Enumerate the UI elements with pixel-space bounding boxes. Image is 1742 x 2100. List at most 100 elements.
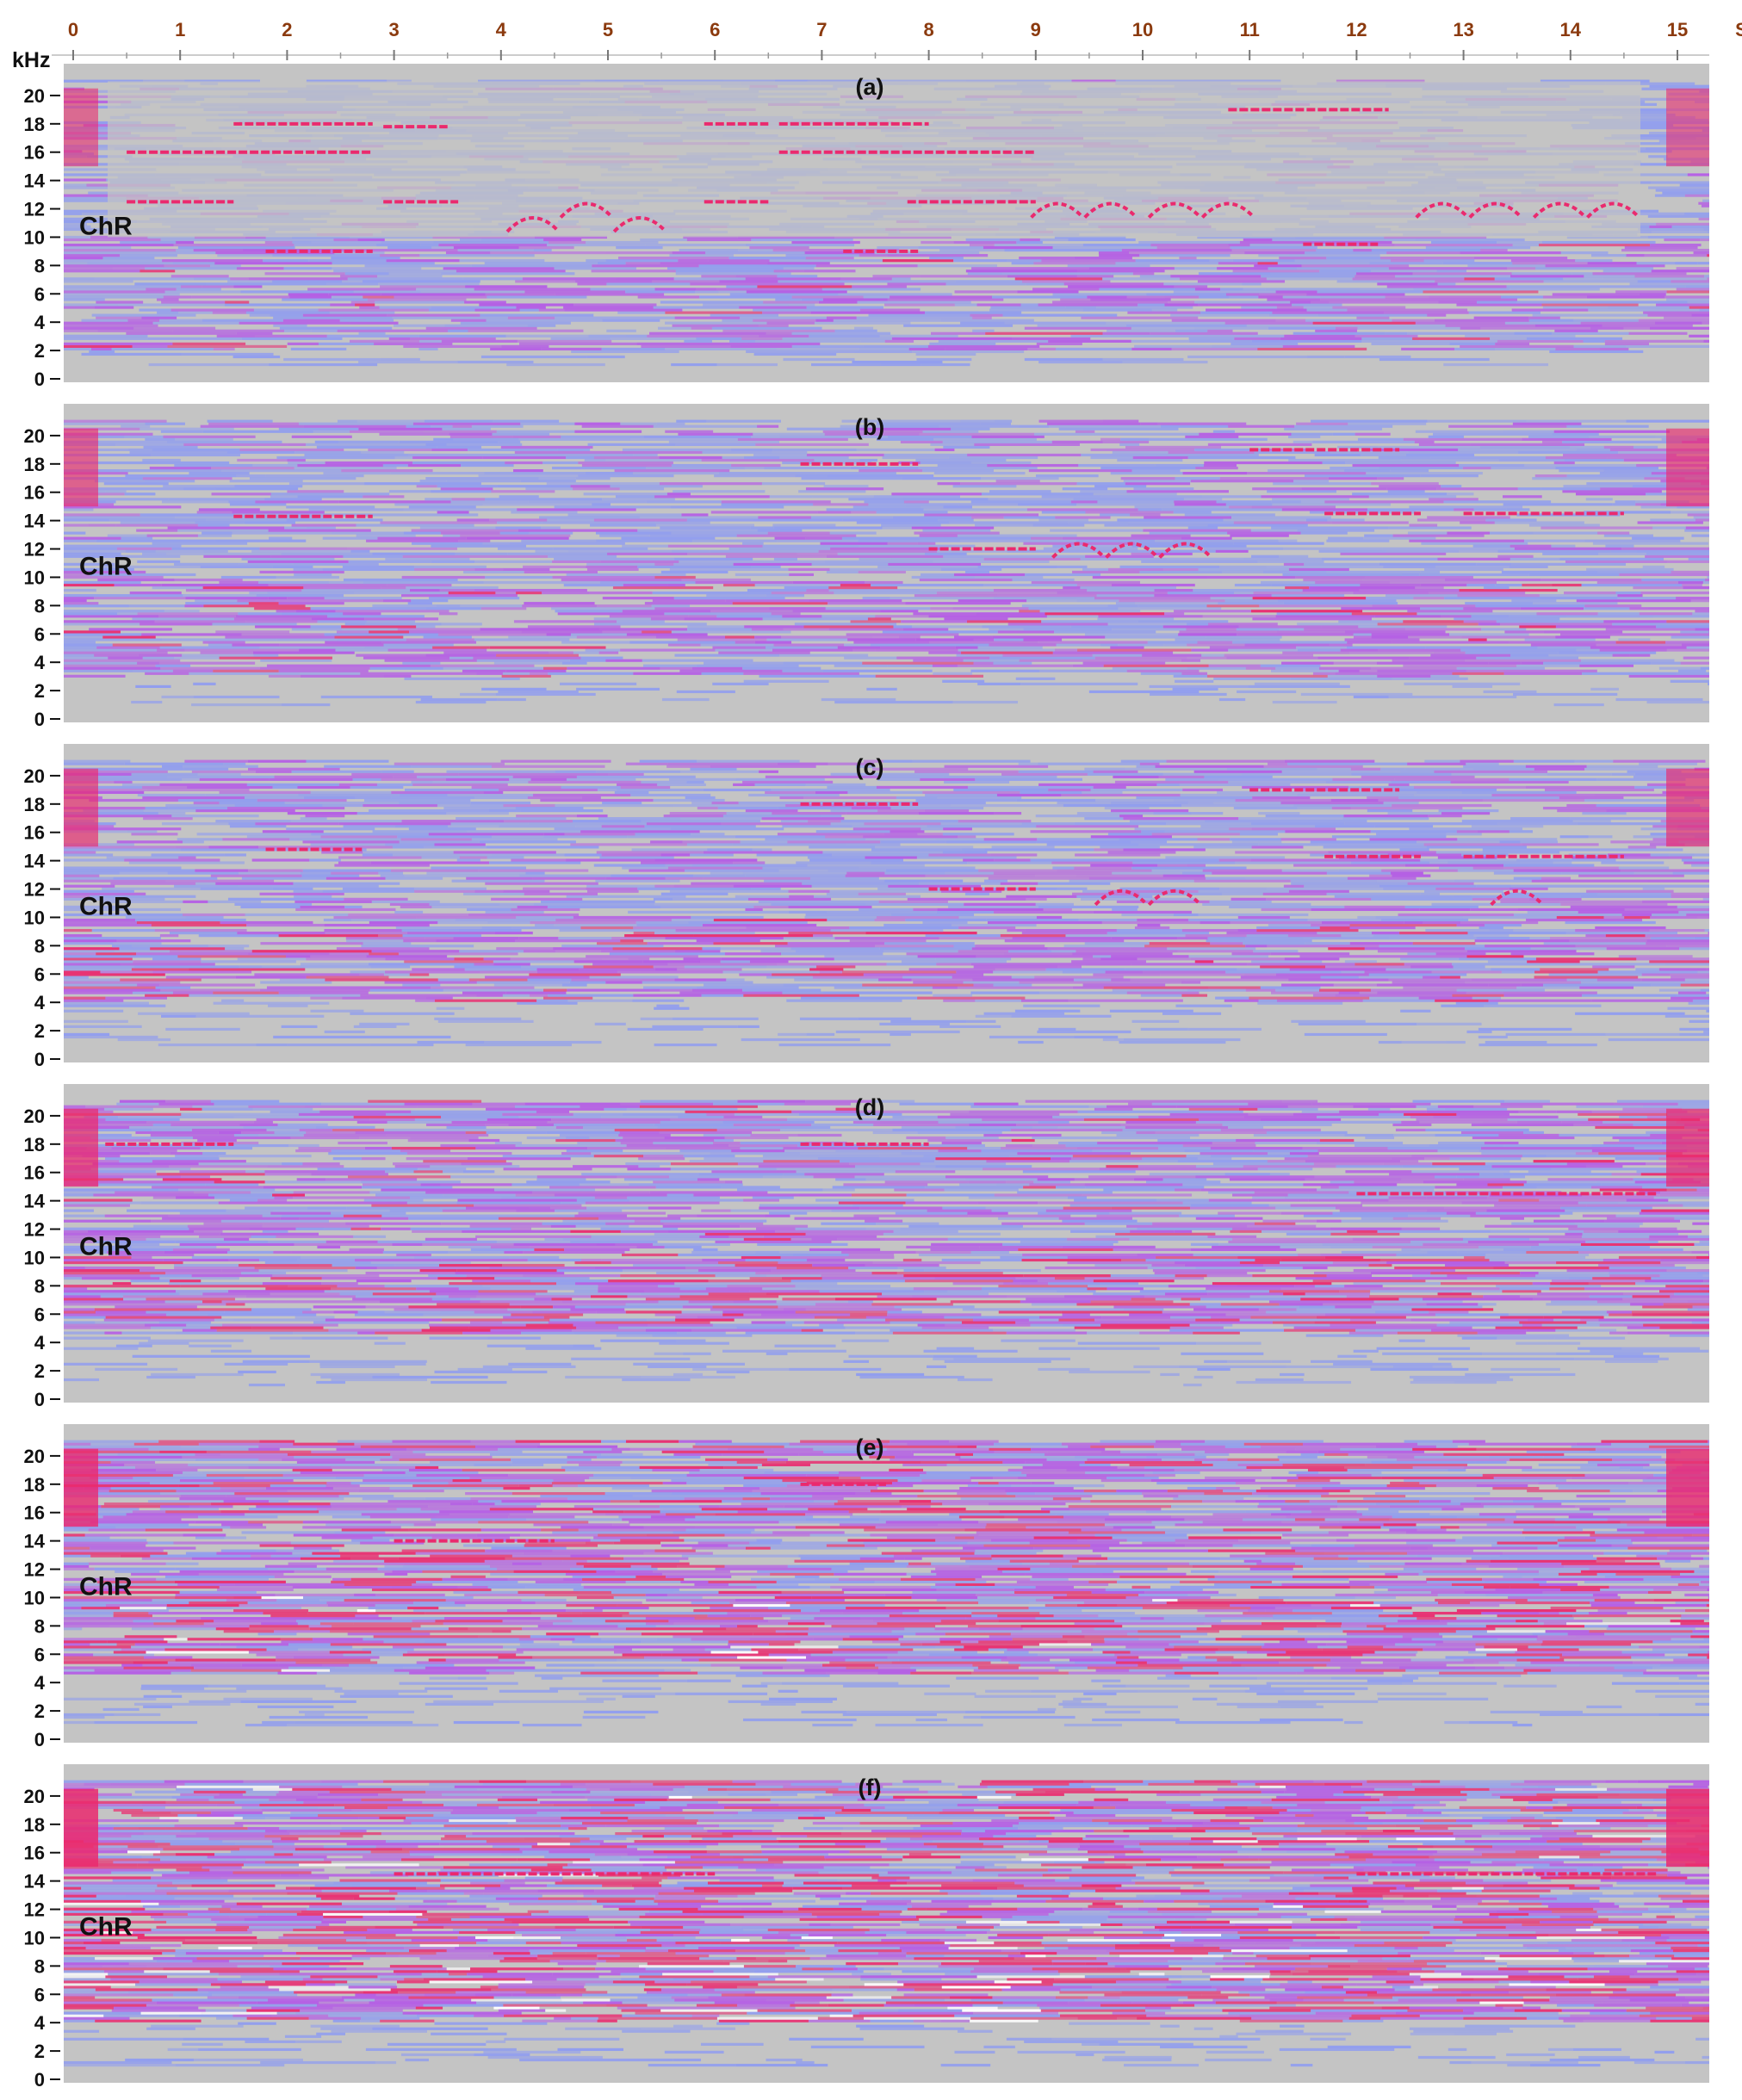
noise-streak bbox=[1072, 570, 1140, 574]
noise-streak bbox=[796, 861, 871, 864]
noise-streak bbox=[157, 311, 179, 314]
noise-streak bbox=[905, 918, 987, 922]
noise-streak bbox=[994, 858, 1031, 862]
noise-streak bbox=[1385, 295, 1429, 299]
noise-streak bbox=[117, 1038, 171, 1042]
noise-streak bbox=[1011, 262, 1034, 265]
noise-streak bbox=[463, 570, 524, 574]
noise-streak bbox=[412, 455, 483, 460]
noise-streak bbox=[260, 981, 332, 984]
noise-streak bbox=[385, 957, 455, 961]
noise-streak bbox=[102, 635, 156, 639]
noise-streak bbox=[1651, 230, 1708, 234]
noise-streak bbox=[1280, 838, 1336, 841]
noise-streak bbox=[859, 468, 923, 473]
noise-streak bbox=[1413, 597, 1445, 600]
noise-streak bbox=[528, 500, 604, 504]
noise-streak bbox=[1528, 523, 1600, 527]
noise-streak bbox=[1671, 225, 1709, 228]
noise-streak bbox=[1379, 466, 1463, 470]
noise-streak bbox=[1702, 321, 1709, 325]
noise-streak bbox=[586, 955, 698, 958]
noise-streak bbox=[1160, 424, 1229, 428]
noise-streak bbox=[183, 443, 288, 446]
noise-streak bbox=[208, 900, 262, 903]
noise-streak bbox=[1035, 874, 1076, 877]
noise-streak bbox=[1074, 1035, 1119, 1039]
noise-streak bbox=[1054, 648, 1078, 652]
noise-streak bbox=[654, 1007, 690, 1010]
noise-streak bbox=[1403, 664, 1517, 667]
noise-streak bbox=[1353, 592, 1429, 595]
noise-streak bbox=[1708, 682, 1709, 685]
noise-streak bbox=[870, 643, 989, 647]
noise-streak bbox=[64, 225, 91, 228]
chirp-arc bbox=[1147, 201, 1202, 219]
noise-streak bbox=[943, 554, 984, 558]
noise-streak bbox=[1694, 853, 1709, 857]
noise-streak bbox=[403, 531, 441, 535]
noise-streak bbox=[1309, 585, 1416, 590]
noise-streak bbox=[1612, 503, 1636, 506]
noise-streak bbox=[652, 592, 772, 595]
noise-streak bbox=[1628, 674, 1709, 678]
noise-streak bbox=[917, 996, 1026, 1000]
noise-streak bbox=[585, 472, 634, 475]
noise-streak bbox=[272, 887, 313, 890]
noise-streak bbox=[64, 238, 161, 242]
noise-streak bbox=[1423, 259, 1475, 263]
noise-streak bbox=[883, 950, 958, 953]
noise-streak bbox=[244, 521, 295, 524]
noise-streak bbox=[542, 521, 656, 524]
noise-streak bbox=[890, 1032, 911, 1037]
noise-streak bbox=[1278, 539, 1298, 542]
noise-streak bbox=[586, 884, 655, 888]
noise-streak bbox=[983, 838, 1038, 841]
chirp-arc bbox=[1030, 201, 1085, 219]
noise-streak bbox=[655, 521, 710, 524]
noise-streak bbox=[1612, 654, 1630, 657]
noise-streak bbox=[1514, 547, 1622, 550]
noise-streak bbox=[593, 617, 651, 621]
noise-streak bbox=[1646, 552, 1709, 555]
noise-streak bbox=[719, 280, 778, 283]
noise-streak bbox=[485, 293, 555, 296]
noise-streak bbox=[826, 316, 857, 319]
noise-streak bbox=[1069, 879, 1102, 883]
noise-streak bbox=[1441, 485, 1462, 488]
noise-streak bbox=[766, 331, 792, 335]
freq-tick-label: 6 bbox=[34, 623, 45, 645]
noise-streak bbox=[430, 986, 535, 989]
noise-streak bbox=[1206, 674, 1328, 678]
noise-streak bbox=[437, 1019, 534, 1023]
noise-streak bbox=[1231, 516, 1331, 519]
noise-streak bbox=[841, 536, 920, 540]
noise-streak bbox=[232, 643, 280, 647]
noise-streak bbox=[922, 430, 979, 433]
noise-streak bbox=[1260, 965, 1326, 969]
noise-streak bbox=[136, 529, 178, 532]
noise-streak bbox=[586, 562, 655, 566]
noise-streak bbox=[198, 934, 279, 938]
noise-streak bbox=[809, 877, 879, 880]
noise-streak bbox=[64, 222, 87, 226]
noise-streak bbox=[1482, 851, 1560, 854]
noise-streak bbox=[216, 334, 256, 338]
noise-streak bbox=[1633, 209, 1659, 213]
noise-streak bbox=[424, 846, 487, 849]
freq-tick-label: 10 bbox=[24, 907, 45, 928]
noise-streak bbox=[1021, 999, 1069, 1002]
noise-streak bbox=[206, 518, 287, 522]
noise-streak bbox=[482, 542, 510, 545]
noise-streak bbox=[1174, 285, 1208, 288]
noise-streak bbox=[1038, 1027, 1076, 1031]
noise-streak bbox=[533, 248, 552, 252]
noise-streak bbox=[708, 259, 770, 263]
noise-streak bbox=[633, 672, 702, 675]
noise-streak bbox=[303, 424, 406, 428]
noise-streak bbox=[1353, 248, 1372, 252]
noise-streak bbox=[116, 840, 183, 844]
noise-streak bbox=[1219, 565, 1267, 568]
noise-streak bbox=[517, 339, 612, 343]
noise-streak bbox=[1047, 947, 1131, 951]
